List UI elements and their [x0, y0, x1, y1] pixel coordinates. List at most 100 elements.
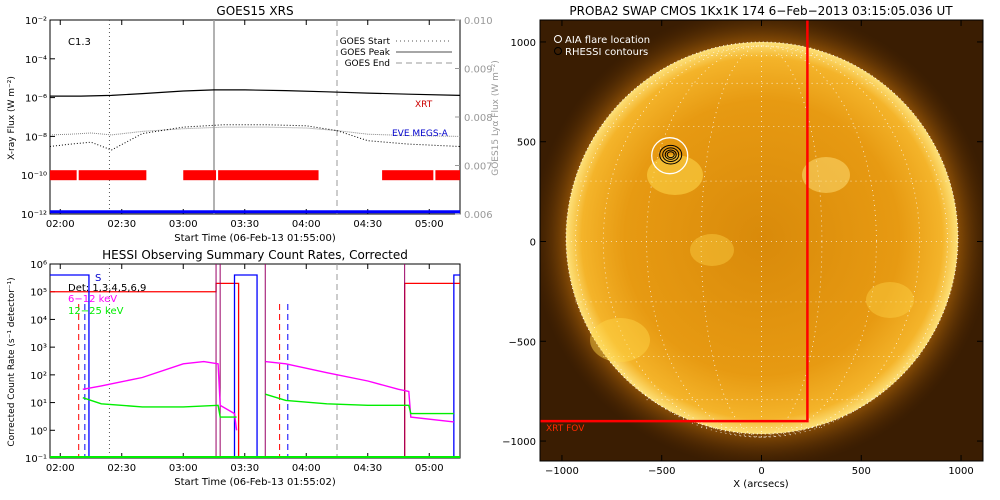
swap-y-tick-label: −1000	[502, 437, 536, 448]
rhessi-contour	[662, 147, 680, 162]
goes-y-tick-label: 10⁻⁸	[25, 132, 47, 143]
hessi-night-trace	[453, 274, 460, 458]
goes-y-tick-label: 10⁻¹²	[21, 210, 47, 221]
legend-aia-symbol	[554, 35, 562, 43]
swap-panel: PROBA2 SWAP CMOS 1Kx1K 174 6−Feb−2013 03…	[502, 4, 984, 490]
swap-image	[540, 20, 983, 461]
hessi-xlabel: Start Time (06-Feb-13 01:55:02)	[174, 477, 336, 488]
goes-panel: GOES15 XRS C1.3 02:00 02:30 03:00 03:30 04:0…	[7, 4, 501, 244]
eve-series-line	[50, 126, 460, 137]
hessi-detectors-label: Det: 1,3,4,5,6,9	[68, 283, 146, 294]
swap-x-tick-label: −500	[648, 466, 675, 477]
longitude-gridline	[575, 45, 948, 438]
goes-y2-tick-label: 0.010	[464, 16, 493, 27]
hessi-marks	[50, 264, 460, 458]
swap-overlays	[540, 20, 809, 423]
swap-x-tick-label: 0	[758, 466, 764, 477]
goes-legend: GOES Start GOES Peak GOES End	[340, 37, 452, 69]
goes-y2-tick-label: 0.006	[464, 210, 493, 221]
hessi-panel: HESSI Observing Summary Count Rates, Cor…	[7, 248, 461, 488]
hessi-12-25kev-line	[82, 397, 237, 418]
swap-x-tick-label: 1000	[948, 466, 973, 477]
xrt-series-label: XRT	[415, 100, 433, 110]
goes-y2-tick-label: 0.007	[464, 162, 493, 173]
hessi-x-tick-label: 04:30	[353, 463, 382, 474]
hessi-title: HESSI Observing Summary Count Rates, Cor…	[102, 248, 408, 262]
goes-y-tick-label: 10⁻⁶	[25, 94, 47, 105]
hessi-night-trace	[50, 274, 90, 458]
goes-marks	[50, 20, 460, 214]
xrt-fov-outline	[540, 20, 809, 423]
active-region	[647, 155, 703, 195]
hessi-s-label: S	[95, 273, 101, 284]
goes-x-tick-label: 03:00	[169, 219, 198, 230]
swap-x-tick-label: −1000	[545, 466, 579, 477]
goes-x-tick-label: 04:30	[353, 219, 382, 230]
solar-disk	[566, 42, 958, 434]
goes-tick-layer: 02:00 02:30 03:00 03:30 04:00 04:30 05:00 10⁻¹²…	[21, 16, 493, 230]
active-region	[802, 157, 850, 193]
solar-limb	[565, 41, 959, 435]
rhessi-contour	[659, 144, 683, 165]
goes-title: GOES15 XRS	[216, 4, 293, 18]
swap-y-tick-label: 500	[517, 138, 536, 149]
hessi-night-trace	[233, 274, 258, 458]
xrt-series-line	[50, 89, 460, 97]
hessi-tick-layer: 02:00 02:30 03:00 03:30 04:00 04:30 05:00 10⁻¹ 1…	[25, 260, 444, 474]
rhessi-contour	[666, 151, 675, 159]
goes-x-tick-label: 02:30	[107, 219, 136, 230]
hessi-x-tick-label: 04:00	[292, 463, 321, 474]
rhessi-contour	[664, 149, 677, 160]
swap-title: PROBA2 SWAP CMOS 1Kx1K 174 6−Feb−2013 03…	[569, 4, 953, 18]
hessi-x-tick-label: 05:00	[415, 463, 444, 474]
goes-y-tick-label: 10⁻⁴	[25, 55, 47, 66]
goes-xlabel: Start Time (06-Feb-13 01:55:00)	[174, 233, 336, 244]
hessi-x-tick-label: 03:00	[169, 463, 198, 474]
hessi-ylabel: Corrected Count Rate (s⁻¹ detector⁻¹)	[7, 277, 17, 446]
xrs-short-series-line	[50, 124, 460, 151]
goes-class-label: C1.3	[68, 37, 91, 48]
hessi-attenuator-trace	[403, 282, 460, 458]
swap-tick-layer: −1000 −1000 −500 −500 0 0 500 500 1000 1000	[502, 20, 983, 477]
swap-y-tick-label: 0	[530, 237, 536, 248]
hessi-y-tick-label: 10²	[30, 371, 47, 382]
goes-axes-frame	[49, 19, 461, 215]
goes-y2label: GOES15 Lyα Flux (W m⁻²)	[491, 60, 501, 176]
goes-flag-bar	[435, 170, 460, 181]
legend-aia-flare-location: AIA flare location	[565, 35, 650, 46]
active-region	[590, 318, 650, 362]
hessi-y-tick-label: 10⁶	[30, 260, 47, 271]
hessi-band2-label: 12−25 keV	[68, 306, 124, 317]
goes-x-tick-label: 03:30	[230, 219, 259, 230]
goes-x-tick-label: 04:00	[292, 219, 321, 230]
goes-flag-bar	[78, 170, 147, 181]
swap-y-tick-label: −500	[509, 337, 536, 348]
legend-goes-end: GOES End	[345, 59, 390, 69]
goes-flag-bar	[218, 170, 319, 181]
active-region	[690, 234, 734, 266]
legend-goes-start: GOES Start	[340, 37, 391, 47]
swap-xlabel: X (arcsecs)	[733, 479, 789, 490]
hessi-y-tick-label: 10³	[30, 343, 47, 354]
goes-flag-bar	[50, 170, 77, 181]
legend-rhessi-symbol	[554, 47, 562, 55]
hessi-band1-label: 6−12 keV	[68, 294, 117, 305]
heliographic-grid	[565, 45, 958, 438]
longitude-gridline	[602, 45, 921, 438]
hessi-y-tick-label: 10⁴	[30, 315, 47, 326]
goes-y2-tick-label: 0.009	[464, 65, 493, 76]
active-regions	[590, 155, 914, 362]
active-region	[866, 282, 914, 318]
hessi-y-tick-label: 10¹	[30, 399, 47, 410]
legend-rhessi-contours: RHESSI contours	[565, 47, 648, 58]
xrt-fov-label: XRT FOV	[546, 424, 585, 434]
goes-ylabel: X-ray Flux (W m⁻²)	[7, 76, 17, 160]
hessi-12-25kev-line	[265, 393, 454, 415]
hessi-x-tick-label: 03:30	[230, 463, 259, 474]
goes-y-tick-label: 10⁻²	[25, 16, 47, 27]
hessi-6-12kev-line	[82, 360, 238, 431]
eve-series-label: EVE MEGS-A	[392, 129, 449, 139]
goes-flag-bar	[183, 170, 217, 181]
hessi-y-tick-label: 10⁰	[30, 426, 47, 437]
